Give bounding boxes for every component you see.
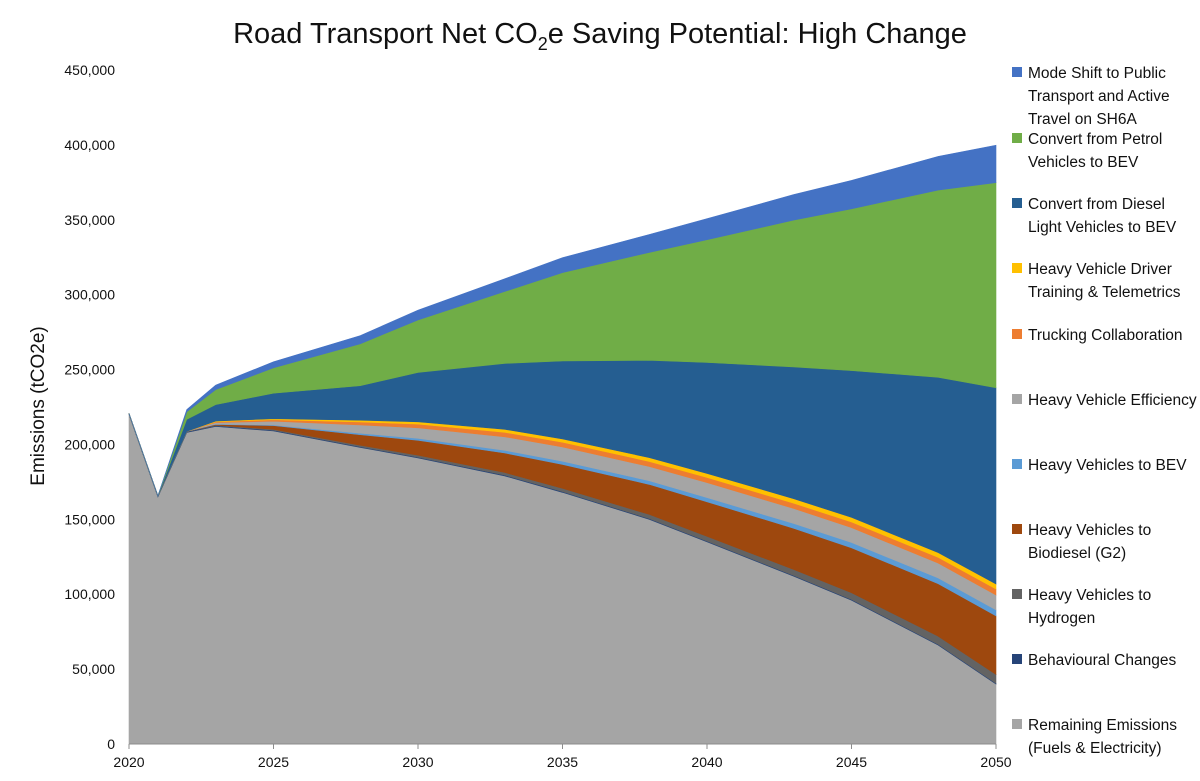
legend-label: Convert from Petrol Vehicles to BEV <box>1028 131 1163 171</box>
y-tick-label: 300,000 <box>64 287 115 303</box>
legend-label: Heavy Vehicles to BEV <box>1028 457 1187 474</box>
chart-title: Road Transport Net CO2e Saving Potential… <box>0 18 1200 55</box>
y-tick-label: 200,000 <box>64 436 115 452</box>
legend-swatch <box>1012 589 1022 599</box>
x-tick-label: 2045 <box>836 754 867 770</box>
legend-swatch <box>1012 459 1022 469</box>
y-tick-label: 450,000 <box>64 62 115 78</box>
legend-label: Behavioural Changes <box>1028 652 1177 669</box>
x-tick-label: 2030 <box>402 754 433 770</box>
legend-label: Remaining Emissions (Fuels & Electricity… <box>1028 717 1178 757</box>
chart-title-pre: Road Transport Net CO <box>233 18 538 50</box>
legend-label: Heavy Vehicles to Biodiesel (G2) <box>1028 522 1152 562</box>
legend-label: Heavy Vehicles to Hydrogen <box>1028 587 1152 627</box>
legend-swatch <box>1012 67 1022 77</box>
y-tick-label: 400,000 <box>64 137 115 153</box>
legend-swatch <box>1012 133 1022 143</box>
x-tick-label: 2025 <box>258 754 289 770</box>
y-tick-label: 150,000 <box>64 511 115 527</box>
legend-label: Convert from Diesel Light Vehicles to BE… <box>1028 196 1177 236</box>
area-mode-shift-to-public-transport-and-active-travel-on-sh6a <box>128 144 997 497</box>
legend-label: Heavy Vehicle Driver Training & Telemetr… <box>1028 261 1181 301</box>
legend-swatch <box>1012 198 1022 208</box>
y-tick-label: 250,000 <box>64 362 115 378</box>
chart-title-post: e Saving Potential: High Change <box>547 18 967 50</box>
legend-swatch <box>1012 524 1022 534</box>
y-tick-label: 100,000 <box>64 586 115 602</box>
x-tick-label: 2050 <box>980 754 1011 770</box>
y-axis-title: Emissions (tCO2e) <box>28 326 49 485</box>
y-tick-label: 50,000 <box>72 661 115 677</box>
legend-swatch <box>1012 329 1022 339</box>
axes-layer: 0 50,000 100,000 150,000 200,000 250,000 300,0… <box>64 62 1011 770</box>
y-tick-label: 0 <box>107 736 115 752</box>
legend-label: Trucking Collaboration <box>1028 327 1183 344</box>
chart-title-subscript: 2 <box>537 33 548 54</box>
x-tick-label: 2020 <box>113 754 144 770</box>
legend-swatch <box>1012 719 1022 729</box>
legend-label: Mode Shift to Public Transport and Activ… <box>1028 65 1170 128</box>
legend-swatch <box>1012 394 1022 404</box>
legend-swatch <box>1012 263 1022 273</box>
area-layer <box>128 144 997 745</box>
x-tick-label: 2040 <box>691 754 722 770</box>
y-tick-label: 350,000 <box>64 212 115 228</box>
x-tick-label: 2035 <box>547 754 578 770</box>
legend-label: Heavy Vehicle Efficiency <box>1028 392 1197 409</box>
legend-swatch <box>1012 654 1022 664</box>
